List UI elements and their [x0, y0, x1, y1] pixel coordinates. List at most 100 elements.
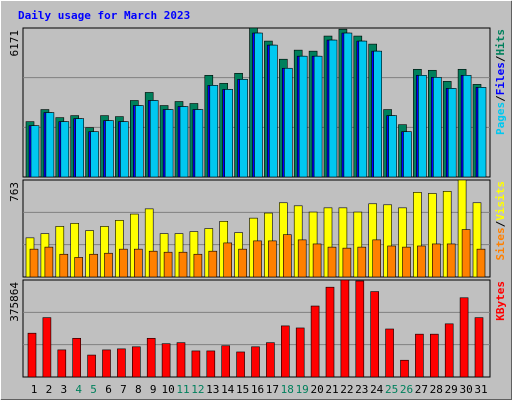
x-tick-label: 19: [296, 383, 309, 396]
x-tick-label: 7: [120, 383, 127, 396]
bar: [239, 79, 248, 178]
bar: [477, 87, 487, 178]
bar: [178, 251, 188, 278]
legend: KBytes: [494, 281, 507, 321]
bar: [90, 131, 99, 178]
bar: [102, 349, 111, 378]
bar: [268, 240, 277, 278]
x-tick-label: 21: [325, 383, 338, 396]
x-tick-label: 9: [150, 383, 157, 396]
bar: [194, 109, 204, 178]
bar: [358, 40, 368, 178]
x-tick-label: 1: [31, 383, 38, 396]
bar: [72, 337, 81, 378]
bar: [30, 125, 40, 178]
bar: [135, 105, 144, 178]
x-tick-label: 8: [135, 383, 142, 396]
bar: [119, 248, 128, 278]
bar: [29, 248, 39, 278]
bar: [120, 121, 129, 178]
bar: [206, 350, 216, 378]
bar: [312, 243, 322, 278]
bar: [328, 39, 338, 178]
bar: [164, 109, 174, 178]
bar: [403, 131, 412, 178]
x-tick-label: 11: [176, 383, 189, 396]
bar: [340, 279, 350, 378]
x-tick-label: 27: [415, 383, 428, 396]
bar: [343, 32, 353, 178]
bar: [134, 248, 143, 278]
x-tick-label: 13: [206, 383, 219, 396]
bar: [387, 245, 396, 278]
bar: [117, 348, 126, 378]
x-tick-label: 5: [90, 383, 97, 396]
bar: [432, 77, 442, 178]
bar: [417, 245, 426, 278]
legend-entry: KBytes: [494, 281, 507, 321]
bar: [209, 85, 219, 178]
x-tick-label: 24: [370, 383, 384, 396]
bar: [476, 248, 486, 278]
bar: [45, 112, 55, 178]
bar: [146, 337, 156, 378]
bar: [357, 246, 367, 278]
x-tick-label: 14: [221, 383, 235, 396]
bar: [74, 257, 83, 278]
x-tick-label: 12: [191, 383, 204, 396]
bar: [459, 297, 469, 378]
x-tick-label: 26: [400, 383, 413, 396]
legend-separator: /: [494, 220, 507, 227]
bar: [105, 120, 114, 178]
bar: [429, 333, 439, 378]
bar: [224, 89, 233, 178]
bar: [388, 115, 397, 178]
bar: [191, 350, 201, 378]
bar: [27, 332, 37, 378]
x-tick-label: 17: [266, 383, 279, 396]
bar: [461, 229, 471, 278]
bar: [325, 286, 335, 378]
bar: [447, 88, 457, 178]
bar: [149, 100, 159, 178]
x-tick-label: 3: [60, 383, 67, 396]
x-tick-label: 23: [355, 383, 368, 396]
bar: [327, 246, 337, 278]
bar: [161, 343, 171, 378]
legend: Sites/Visits: [494, 181, 507, 261]
x-tick-label: 28: [430, 383, 443, 396]
bar: [251, 346, 260, 378]
bar: [254, 32, 263, 178]
bar: [223, 242, 232, 278]
bar: [163, 251, 173, 278]
bar: [148, 250, 158, 278]
bar: [280, 325, 290, 378]
x-tick-label: 10: [161, 383, 174, 396]
x-tick-label: 25: [385, 383, 398, 396]
bar: [297, 239, 307, 278]
bar: [462, 75, 472, 178]
bar: [59, 253, 69, 278]
x-tick-label: 18: [281, 383, 294, 396]
bar: [57, 349, 67, 378]
bar: [75, 118, 84, 178]
legend-separator: /: [494, 95, 507, 102]
x-tick-label: 4: [75, 383, 82, 396]
bar: [431, 243, 441, 278]
bar: [44, 246, 54, 278]
bar: [266, 342, 275, 378]
bar: [298, 55, 308, 178]
bar: [418, 75, 427, 178]
bar: [313, 55, 323, 178]
legend-entry: Hits: [494, 29, 507, 56]
bar: [310, 305, 320, 378]
bar: [282, 234, 292, 278]
x-tick-label: 31: [474, 383, 487, 396]
legend-entry: Pages: [494, 102, 507, 135]
bar: [42, 317, 52, 378]
x-tick-label: 22: [340, 383, 353, 396]
x-tick-label: 6: [105, 383, 112, 396]
bar: [193, 253, 203, 278]
chart-title: Daily usage for March 2023: [18, 9, 190, 22]
bar: [355, 280, 365, 378]
